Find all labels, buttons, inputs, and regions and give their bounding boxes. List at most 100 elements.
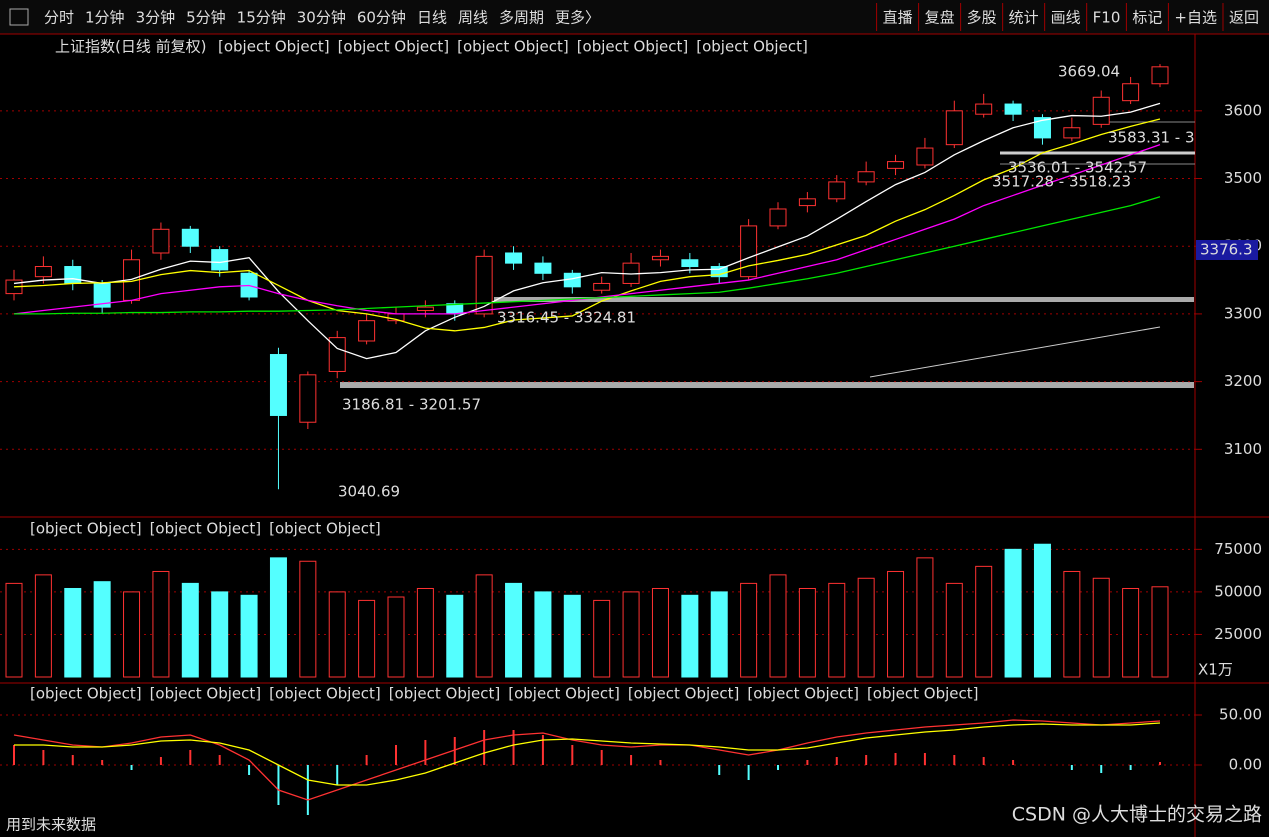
toolbar-button[interactable]: 直播 bbox=[883, 9, 913, 27]
volume-bar bbox=[916, 557, 934, 678]
sidebar-toggle[interactable] bbox=[9, 8, 29, 26]
indicator-line bbox=[13, 102, 1161, 360]
candle-body bbox=[681, 259, 699, 268]
legend-item: [object Object] bbox=[30, 520, 142, 538]
candle-body bbox=[769, 208, 787, 227]
toolbar-tab[interactable]: 15分钟 bbox=[237, 9, 286, 27]
candle-body bbox=[1122, 83, 1140, 102]
candle-body bbox=[1092, 96, 1110, 125]
toolbar-button[interactable]: +自选 bbox=[1174, 9, 1217, 27]
toolbar-tab[interactable]: 30分钟 bbox=[297, 9, 346, 27]
candle-body bbox=[505, 252, 523, 264]
toolbar-tab[interactable]: 1分钟 bbox=[85, 9, 125, 27]
volume-bar bbox=[1033, 543, 1051, 678]
trend-line bbox=[869, 326, 1161, 378]
watermark: CSDN @人大博士的交易之路 bbox=[1012, 804, 1262, 826]
legend-item: [object Object] bbox=[150, 685, 262, 703]
toolbar-tab[interactable]: 多周期 bbox=[499, 9, 544, 27]
candle-body bbox=[1004, 103, 1022, 115]
zone-bar bbox=[340, 382, 1194, 388]
toolbar-button[interactable]: 统计 bbox=[1009, 9, 1039, 27]
price-annotation: 3040.69 bbox=[338, 483, 400, 501]
volume-bar bbox=[563, 594, 581, 678]
legend-item: [object Object] bbox=[628, 685, 740, 703]
candle-body bbox=[534, 262, 552, 274]
indicator-line bbox=[13, 719, 1161, 801]
legend-item: [object Object] bbox=[457, 38, 569, 56]
volume-bar bbox=[710, 591, 728, 678]
y-tick-label: 3100 bbox=[1224, 440, 1262, 458]
price-annotation: 3583.31 - 3 bbox=[1108, 129, 1195, 147]
candle-body bbox=[152, 228, 170, 254]
legend-item: [object Object] bbox=[338, 38, 450, 56]
y-tick-label: 25000 bbox=[1214, 625, 1262, 643]
volume-bar bbox=[181, 582, 199, 678]
price-annotation: 3536.01 - 3542.57 bbox=[1008, 159, 1147, 177]
toolbar-button[interactable]: 复盘 bbox=[925, 9, 955, 27]
legend-item: [object Object] bbox=[389, 685, 501, 703]
volume-bar bbox=[211, 591, 229, 678]
volume-bar bbox=[505, 582, 523, 678]
legend-item: [object Object] bbox=[747, 685, 859, 703]
volume-bar bbox=[93, 581, 111, 678]
candle-body bbox=[593, 282, 611, 291]
volume-bar bbox=[1092, 577, 1110, 678]
volume-bar bbox=[622, 591, 640, 678]
candle-body bbox=[1063, 127, 1081, 139]
volume-bar bbox=[269, 557, 287, 678]
toolbar-button[interactable]: 画线 bbox=[1051, 9, 1081, 27]
candle-body bbox=[1151, 66, 1169, 85]
indicator-line bbox=[14, 196, 1161, 315]
candle-body bbox=[945, 110, 963, 146]
price-annotation: 3669.04 bbox=[1058, 63, 1120, 81]
volume-bar bbox=[123, 591, 141, 678]
toolbar-button[interactable]: 多股 bbox=[967, 9, 997, 27]
legend-item: [object Object] bbox=[577, 38, 689, 56]
candle-body bbox=[857, 171, 875, 183]
candle-body bbox=[299, 374, 317, 423]
legend-item: [object Object] bbox=[30, 685, 142, 703]
volume-bar bbox=[798, 587, 816, 678]
volume-bar bbox=[651, 587, 669, 678]
legend-item: [object Object] bbox=[696, 38, 808, 56]
toolbar-tab[interactable]: 更多〉 bbox=[555, 9, 600, 27]
candle-body bbox=[34, 266, 52, 278]
price-annotation: 3186.81 - 3201.57 bbox=[342, 396, 481, 414]
candle-body bbox=[181, 228, 199, 247]
toolbar-tab[interactable]: 日线 bbox=[417, 9, 447, 27]
toolbar-tab[interactable]: 60分钟 bbox=[357, 9, 406, 27]
volume-bar bbox=[828, 582, 846, 678]
volume-bar bbox=[416, 587, 434, 678]
candle-body bbox=[211, 249, 229, 271]
volume-bar bbox=[681, 594, 699, 678]
toolbar-tab[interactable]: 分时 bbox=[44, 9, 74, 27]
y-tick-label: 3200 bbox=[1224, 372, 1262, 390]
y-tick-label: 75000 bbox=[1214, 540, 1262, 558]
toolbar-tab[interactable]: 3分钟 bbox=[136, 9, 176, 27]
toolbar-button[interactable]: F10 bbox=[1093, 9, 1121, 27]
y-tick-label: 3500 bbox=[1224, 169, 1262, 187]
toolbar-button[interactable]: 标记 bbox=[1132, 9, 1162, 27]
volume-bar bbox=[34, 574, 52, 678]
candle-body bbox=[887, 161, 905, 169]
y-tick-label: 50.00 bbox=[1219, 706, 1262, 724]
volume-bar bbox=[387, 596, 405, 678]
indicator-line bbox=[14, 722, 1161, 786]
y-tick-label: 3600 bbox=[1224, 101, 1262, 119]
volume-bar bbox=[240, 594, 258, 678]
volume-bar bbox=[740, 582, 758, 678]
volume-bar bbox=[945, 582, 963, 678]
toolbar bbox=[0, 0, 1269, 34]
toolbar-tab[interactable]: 周线 bbox=[458, 9, 488, 27]
chart-title: 上证指数(日线 前复权) bbox=[55, 38, 206, 56]
price-annotation: 3517.28 - 3518.23 bbox=[992, 173, 1131, 191]
volume-bar bbox=[1063, 570, 1081, 678]
toolbar-tab[interactable]: 5分钟 bbox=[186, 9, 226, 27]
candle-body bbox=[740, 225, 758, 278]
zone-bar bbox=[494, 297, 1194, 302]
volume-bar bbox=[593, 599, 611, 678]
legend-item: [object Object] bbox=[867, 685, 979, 703]
toolbar-button[interactable]: 返回 bbox=[1229, 9, 1259, 27]
